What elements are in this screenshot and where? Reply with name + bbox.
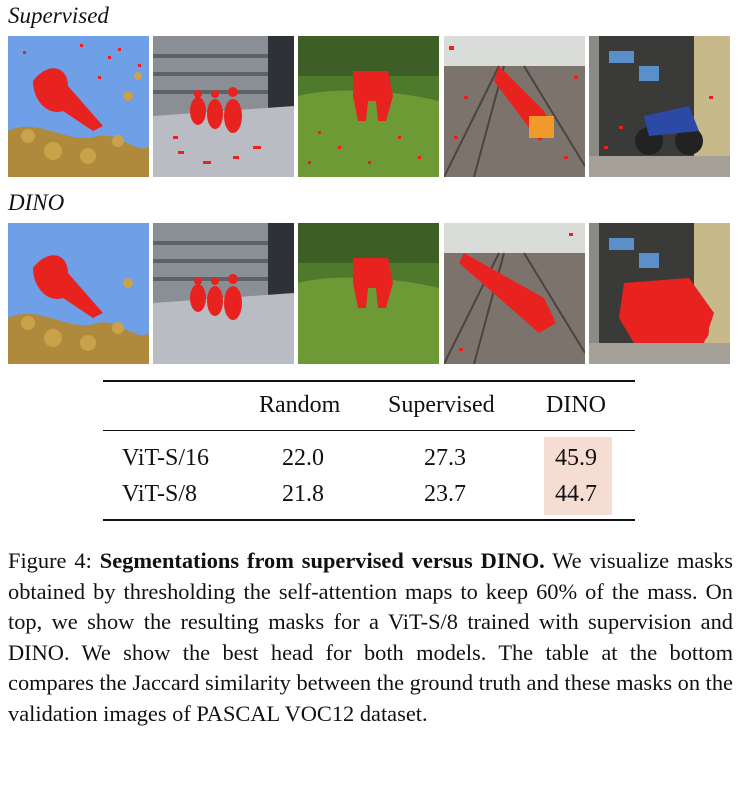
table-top-rule xyxy=(103,380,635,382)
row-label-vit-s8: ViT-S/8 xyxy=(122,481,198,507)
figure-caption: Figure 4: Segmentations from supervised … xyxy=(8,546,733,730)
cell-vit-s8-dino: 44.7 xyxy=(555,481,597,507)
col-header-dino: DINO xyxy=(546,392,606,418)
table-bottom-rule xyxy=(103,519,635,521)
col-header-random: Random xyxy=(259,392,341,418)
table-mid-rule xyxy=(103,430,635,431)
caption-body: We visualize masks obtained by threshold… xyxy=(8,548,733,726)
cell-vit-s16-dino: 45.9 xyxy=(555,445,597,471)
supervised-train-image xyxy=(444,36,585,177)
col-header-supervised: Supervised xyxy=(388,392,495,418)
caption-prefix: Figure 4: xyxy=(8,548,100,573)
dino-train-image xyxy=(444,223,585,364)
supervised-bird-image xyxy=(8,36,149,177)
dino-ducks-image xyxy=(153,223,294,364)
dino-elephant-image xyxy=(298,223,439,364)
supervised-elephant-image xyxy=(298,36,439,177)
caption-title: Segmentations from supervised versus DIN… xyxy=(99,548,545,573)
cell-vit-s16-supervised: 27.3 xyxy=(424,445,466,471)
supervised-ducks-image xyxy=(153,36,294,177)
cell-vit-s8-random: 21.8 xyxy=(282,481,324,507)
dino-bird-image xyxy=(8,223,149,364)
row-label-vit-s16: ViT-S/16 xyxy=(122,445,210,471)
dino-row-label: DINO xyxy=(8,190,65,215)
supervised-row-label: Supervised xyxy=(8,3,109,28)
cell-vit-s16-random: 22.0 xyxy=(282,445,324,471)
cell-vit-s8-supervised: 23.7 xyxy=(424,481,466,507)
dino-motorbike-image xyxy=(589,223,730,364)
dino-column-highlight xyxy=(544,437,612,515)
supervised-motorbike-image xyxy=(589,36,730,177)
